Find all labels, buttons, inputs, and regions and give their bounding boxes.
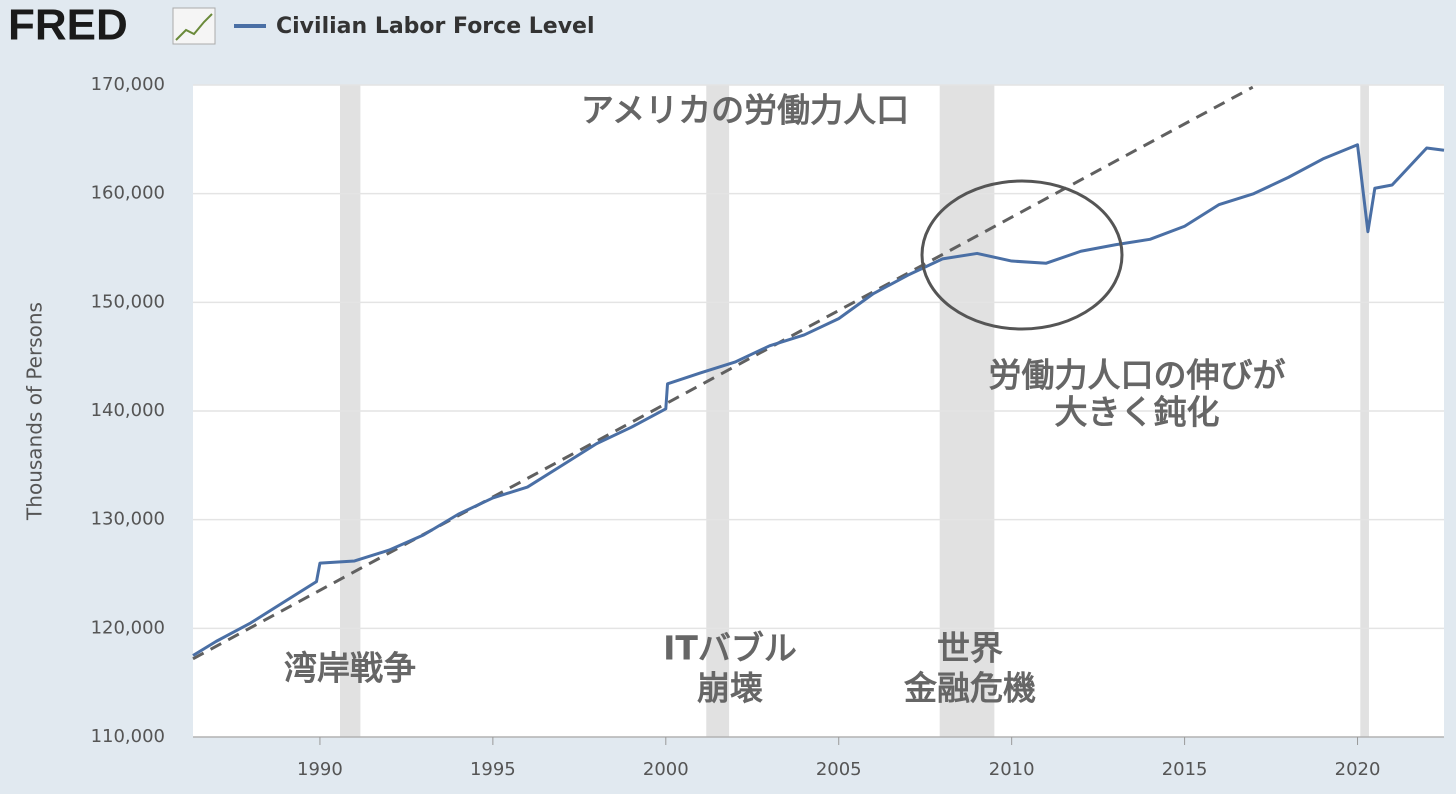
annotation: 金融危機 xyxy=(903,669,1036,708)
annotation: アメリカの労働力人口 xyxy=(581,91,909,130)
y-tick-label: 130,000 xyxy=(91,509,165,530)
logo-icon-line xyxy=(175,13,213,41)
y-tick-label: 170,000 xyxy=(91,74,165,95)
x-tick-label: 2005 xyxy=(816,759,862,780)
logo-icon xyxy=(172,7,216,45)
highlight-ellipse xyxy=(920,179,1124,331)
y-axis-label: Thousands of Persons xyxy=(23,302,47,521)
legend-label: Civilian Labor Force Level xyxy=(276,14,595,39)
x-tick-label: 2000 xyxy=(643,759,689,780)
x-tick-label: 2015 xyxy=(1162,759,1208,780)
annotation: 大きく鈍化 xyxy=(1055,393,1220,432)
annotation: ITバブル xyxy=(663,629,797,668)
y-tick-label: 140,000 xyxy=(91,400,165,421)
annotation: 労働力人口の伸びが xyxy=(989,356,1286,395)
logo: FRED xyxy=(8,1,128,50)
x-tick-label: 1995 xyxy=(470,759,516,780)
y-tick-label: 160,000 xyxy=(91,183,165,204)
x-tick-label: 1990 xyxy=(297,759,343,780)
x-tick-label: 2010 xyxy=(989,759,1035,780)
y-tick-label: 120,000 xyxy=(91,617,165,638)
annotation: 湾岸戦争 xyxy=(284,649,416,688)
trend-line xyxy=(192,85,1254,661)
annotation: 崩壊 xyxy=(697,669,763,708)
x-tick-label: 2020 xyxy=(1335,759,1381,780)
y-tick-label: 110,000 xyxy=(91,726,165,747)
y-tick-label: 150,000 xyxy=(91,291,165,312)
series-line xyxy=(192,143,1445,657)
annotation: 世界 xyxy=(937,629,1003,668)
